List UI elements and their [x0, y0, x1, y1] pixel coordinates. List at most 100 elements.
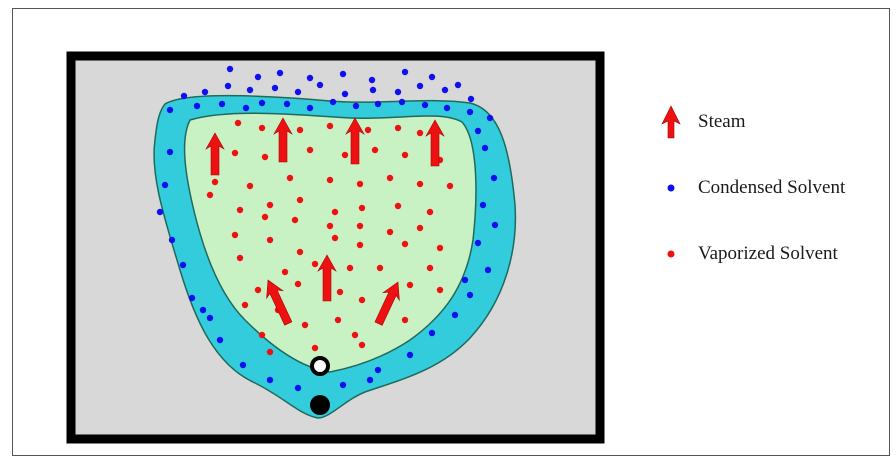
vaporized-solvent-dot: [401, 316, 409, 324]
vaporized-solvent-dot: [331, 234, 339, 242]
condensed-solvent-dot: [226, 65, 234, 73]
condensed-solvent-dot: [316, 81, 324, 89]
condensed-solvent-dot: [339, 381, 347, 389]
vaporized-solvent-dot: [301, 321, 309, 329]
vaporized-solvent-dot: [358, 204, 366, 212]
vaporized-solvent-dot: [376, 264, 384, 272]
legend: Steam Condensed Solvent Vaporized Solven…: [656, 104, 888, 302]
condensed-solvent-dot: [246, 86, 254, 94]
condensed-solvent-dot: [294, 88, 302, 96]
condensed-solvent-dot: [271, 84, 279, 92]
vaporized-solvent-dot: [386, 228, 394, 236]
vaporized-solvent-dot: [386, 174, 394, 182]
vaporized-solvent-dot: [356, 241, 364, 249]
condensed-solvent-dot: [206, 314, 214, 322]
vaporized-solvent-dot: [261, 153, 269, 161]
condensed-solvent-dot: [258, 99, 266, 107]
red-dot-icon: [667, 250, 675, 258]
condensed-solvent-dot: [339, 70, 347, 78]
condensed-solvent-dot: [394, 88, 402, 96]
vaporized-solvent-dot: [446, 182, 454, 190]
condensed-solvent-dot: [242, 104, 250, 112]
vaporized-solvent-dot: [358, 341, 366, 349]
vaporized-solvent-dot: [211, 178, 219, 186]
vaporized-solvent-dot: [286, 174, 294, 182]
producer-well-icon: [310, 395, 330, 415]
vaporized-solvent-dot: [231, 231, 239, 239]
condensed-solvent-dot: [441, 86, 449, 94]
condensed-solvent-dot: [374, 366, 382, 374]
condensed-solvent-dot: [416, 82, 424, 90]
steam-arrow-icon: [205, 132, 225, 176]
condensed-solvent-dot: [398, 98, 406, 106]
condensed-solvent-dot: [481, 144, 489, 152]
condensed-solvent-dot: [454, 81, 462, 89]
condensed-solvent-dot: [474, 127, 482, 135]
condensed-solvent-dot: [161, 181, 169, 189]
vaporized-solvent-dot: [406, 281, 414, 289]
steam-arrow-icon: [425, 119, 445, 167]
condensed-solvent-dot: [193, 102, 201, 110]
vaporized-solvent-dot: [331, 208, 339, 216]
vaporized-solvent-dot: [401, 151, 409, 159]
vaporized-solvent-dot: [311, 344, 319, 352]
vaporized-solvent-dot: [258, 331, 266, 339]
condensed-solvent-dot: [374, 100, 382, 108]
condensed-solvent-dot: [490, 174, 498, 182]
condensed-solvent-dot: [486, 114, 494, 122]
vaporized-solvent-dot: [254, 286, 262, 294]
vaporized-solvent-dot: [326, 222, 334, 230]
condensed-solvent-dot: [428, 73, 436, 81]
steam-arrow-icon: [317, 254, 337, 302]
legend-label-steam: Steam: [698, 111, 746, 132]
vaporized-solvent-dot: [426, 208, 434, 216]
condensed-solvent-dot: [352, 102, 360, 110]
condensed-solvent-dot: [406, 351, 414, 359]
condensed-solvent-dot: [341, 90, 349, 98]
condensed-solvent-dot: [306, 104, 314, 112]
vaporized-solvent-dot: [401, 240, 409, 248]
legend-item-steam: Steam: [656, 104, 888, 140]
vaporized-solvent-dot: [356, 180, 364, 188]
condensed-solvent-dot: [201, 88, 209, 96]
condensed-solvent-dot: [166, 148, 174, 156]
vaporized-solvent-dot: [358, 296, 366, 304]
condensed-solvent-dot: [179, 261, 187, 269]
vaporized-solvent-dot: [296, 126, 304, 134]
condensed-solvent-dot: [329, 98, 337, 106]
steam-arrow-icon: [661, 105, 681, 139]
vaporized-solvent-dot: [294, 280, 302, 288]
condensed-solvent-dot: [266, 376, 274, 384]
condensed-solvent-dot: [283, 100, 291, 108]
vaporized-solvent-dot: [281, 268, 289, 276]
vaporized-solvent-dot: [351, 331, 359, 339]
condensed-solvent-dot: [276, 69, 284, 77]
vaporized-solvent-dot: [346, 264, 354, 272]
condensed-solvent-dot: [484, 266, 492, 274]
vaporized-solvent-dot: [311, 260, 319, 268]
condensed-solvent-dot: [156, 208, 164, 216]
vaporized-solvent-dot: [236, 254, 244, 262]
condensed-solvent-dot: [239, 361, 247, 369]
vaporized-solvent-dot: [296, 248, 304, 256]
vaporized-solvent-dot: [241, 301, 249, 309]
vaporized-solvent-dot: [436, 244, 444, 252]
condensed-solvent-dot: [401, 68, 409, 76]
condensed-solvent-dot: [491, 221, 499, 229]
blue-dot-icon: [667, 184, 675, 192]
steam-arrow-icon: [345, 117, 365, 165]
condensed-solvent-dot: [166, 106, 174, 114]
condensed-solvent-dot: [368, 76, 376, 84]
vaporized-solvent-dot: [341, 151, 349, 159]
condensed-solvent-dot: [216, 336, 224, 344]
legend-label-vaporized-solvent: Vaporized Solvent: [698, 243, 838, 264]
condensed-solvent-dot: [474, 239, 482, 247]
injector-well-icon: [310, 356, 330, 376]
vaporized-solvent-dot: [236, 206, 244, 214]
condensed-solvent-dot: [479, 201, 487, 209]
vaporized-solvent-dot: [291, 216, 299, 224]
vaporized-solvent-dot: [306, 146, 314, 154]
condensed-solvent-dot: [421, 101, 429, 109]
legend-label-condensed-solvent: Condensed Solvent: [698, 177, 846, 198]
